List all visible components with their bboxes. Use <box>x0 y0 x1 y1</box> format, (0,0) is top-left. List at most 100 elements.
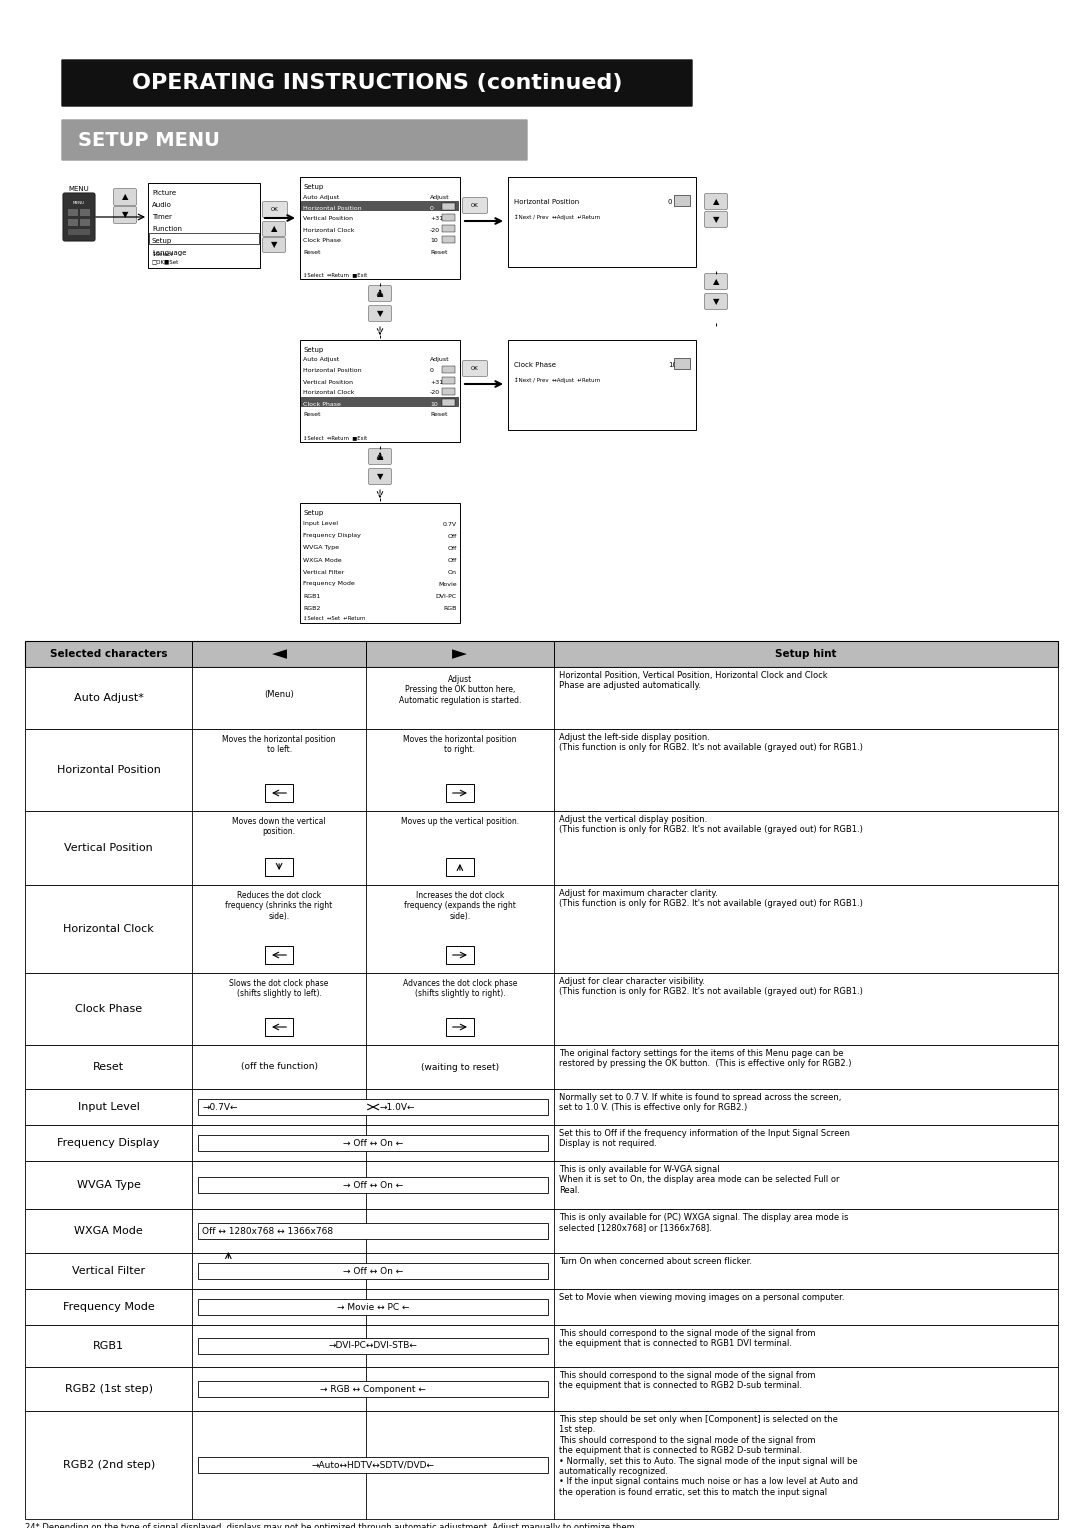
FancyBboxPatch shape <box>62 121 527 160</box>
Text: 10: 10 <box>669 362 677 368</box>
Text: Adjust
Pressing the OK button here,
Automatic regulation is started.: Adjust Pressing the OK button here, Auto… <box>399 675 521 704</box>
Bar <box>442 214 455 222</box>
Text: Off: Off <box>448 533 457 538</box>
Text: +31: +31 <box>430 217 443 222</box>
FancyBboxPatch shape <box>462 361 487 376</box>
Bar <box>199 1099 548 1115</box>
Bar <box>301 202 459 211</box>
Text: ↕Select  ↔Set  ↵Return: ↕Select ↔Set ↵Return <box>303 616 365 622</box>
Text: WXGA Mode: WXGA Mode <box>303 558 341 562</box>
Text: WVGA Type: WVGA Type <box>303 545 339 550</box>
Bar <box>25 885 1058 973</box>
Bar <box>442 225 455 232</box>
Text: OPERATING INSTRUCTIONS (continued): OPERATING INSTRUCTIONS (continued) <box>132 73 622 93</box>
Bar <box>80 219 90 226</box>
Text: Auto Adjust*: Auto Adjust* <box>73 694 144 703</box>
Bar <box>25 1290 1058 1325</box>
Text: This should correspond to the signal mode of the signal from
the equipment that : This should correspond to the signal mod… <box>558 1329 815 1348</box>
Bar <box>442 399 455 406</box>
Text: RGB1: RGB1 <box>93 1342 124 1351</box>
Text: Reset: Reset <box>303 249 321 255</box>
Text: This should correspond to the signal mode of the signal from
the equipment that : This should correspond to the signal mod… <box>558 1371 815 1390</box>
Text: Slows the dot clock phase
(shifts slightly to left).: Slows the dot clock phase (shifts slight… <box>229 979 328 998</box>
Text: Increases the dot clock
frequency (expands the right
side).: Increases the dot clock frequency (expan… <box>404 891 516 921</box>
Text: MENU: MENU <box>73 202 85 205</box>
Text: Turn On when concerned about screen flicker.: Turn On when concerned about screen flic… <box>558 1258 752 1267</box>
Text: The original factory settings for the items of this Menu page can be
restored by: The original factory settings for the it… <box>558 1050 851 1068</box>
Text: Reset: Reset <box>303 413 321 417</box>
Text: Advances the dot clock phase
(shifts slightly to right).: Advances the dot clock phase (shifts sli… <box>403 979 517 998</box>
Text: (Menu): (Menu) <box>265 689 294 698</box>
FancyBboxPatch shape <box>368 469 391 484</box>
FancyBboxPatch shape <box>262 222 285 237</box>
Text: ↕Next / Prev  ↔Adjust  ↵Return: ↕Next / Prev ↔Adjust ↵Return <box>514 377 600 382</box>
Text: RGB2: RGB2 <box>303 605 321 611</box>
Text: OK: OK <box>471 203 478 208</box>
Text: Off: Off <box>448 545 457 550</box>
Bar <box>25 1325 1058 1368</box>
Bar <box>442 235 455 243</box>
Text: 0: 0 <box>669 199 673 205</box>
Text: Frequency Mode: Frequency Mode <box>303 582 354 587</box>
Text: OK: OK <box>271 206 279 212</box>
Text: 0: 0 <box>430 368 434 373</box>
Text: ▲: ▲ <box>271 225 278 234</box>
Text: Audio: Audio <box>152 202 172 208</box>
Text: Reset: Reset <box>93 1062 124 1073</box>
Text: Off: Off <box>448 558 457 562</box>
Text: Clock Phase: Clock Phase <box>514 362 556 368</box>
Text: SETUP MENU: SETUP MENU <box>78 130 220 150</box>
Text: →0.7V←: →0.7V← <box>202 1103 238 1111</box>
Text: (off the function): (off the function) <box>241 1062 318 1071</box>
Bar <box>446 1018 474 1036</box>
Text: Moves the horizontal position
to right.: Moves the horizontal position to right. <box>403 735 516 755</box>
Text: Horizontal Position: Horizontal Position <box>303 368 362 373</box>
Text: On: On <box>448 570 457 575</box>
Text: Movie: Movie <box>438 582 457 587</box>
Text: → Off ↔ On ←: → Off ↔ On ← <box>343 1267 403 1276</box>
Bar <box>25 1209 1058 1253</box>
Text: Setup: Setup <box>303 183 323 189</box>
Text: → Off ↔ On ←: → Off ↔ On ← <box>343 1138 403 1148</box>
FancyBboxPatch shape <box>262 237 285 252</box>
Bar <box>442 203 455 209</box>
Text: Moves up the vertical position.: Moves up the vertical position. <box>401 817 519 827</box>
Text: Clock Phase: Clock Phase <box>76 1004 143 1015</box>
FancyBboxPatch shape <box>368 449 391 465</box>
Text: □OK■Set: □OK■Set <box>152 260 179 264</box>
Text: ▼: ▼ <box>713 215 719 225</box>
Text: Clock Phase: Clock Phase <box>303 402 341 406</box>
Text: Adjust for maximum character clarity.
(This function is only for RGB2. It's not : Adjust for maximum character clarity. (T… <box>558 889 863 909</box>
Text: Selected characters: Selected characters <box>50 649 167 659</box>
Text: +31: +31 <box>430 379 443 385</box>
Bar <box>25 729 1058 811</box>
Text: RGB2 (1st step): RGB2 (1st step) <box>65 1384 152 1394</box>
Bar <box>149 232 259 244</box>
Text: ↕Select  ⇔Return  ■Exit: ↕Select ⇔Return ■Exit <box>303 272 367 278</box>
Text: WVGA Type: WVGA Type <box>77 1180 140 1190</box>
Bar <box>442 367 455 373</box>
Text: ▼: ▼ <box>377 472 383 481</box>
Bar <box>300 177 460 280</box>
Bar <box>265 784 293 802</box>
Text: →DVI-PC↔DVI-STB←: →DVI-PC↔DVI-STB← <box>328 1342 418 1351</box>
Text: (waiting to reset): (waiting to reset) <box>421 1062 499 1071</box>
Bar <box>301 397 459 406</box>
Text: ▲: ▲ <box>122 193 129 202</box>
Bar <box>25 1045 1058 1089</box>
Bar <box>68 219 78 226</box>
Bar <box>508 177 696 267</box>
Bar <box>25 668 1058 729</box>
Text: →1.0V←: →1.0V← <box>379 1103 415 1111</box>
Bar <box>446 946 474 964</box>
Text: Picture: Picture <box>152 189 176 196</box>
FancyBboxPatch shape <box>113 206 136 223</box>
Bar <box>199 1177 548 1193</box>
Text: Setup: Setup <box>303 347 323 353</box>
Text: This step should be set only when [Component] is selected on the
1st step.
This : This step should be set only when [Compo… <box>558 1415 858 1497</box>
Text: Adjust: Adjust <box>430 358 449 362</box>
Bar <box>25 1410 1058 1519</box>
Text: → Off ↔ On ←: → Off ↔ On ← <box>343 1181 403 1189</box>
Bar <box>25 642 1058 668</box>
Bar <box>199 1339 548 1354</box>
